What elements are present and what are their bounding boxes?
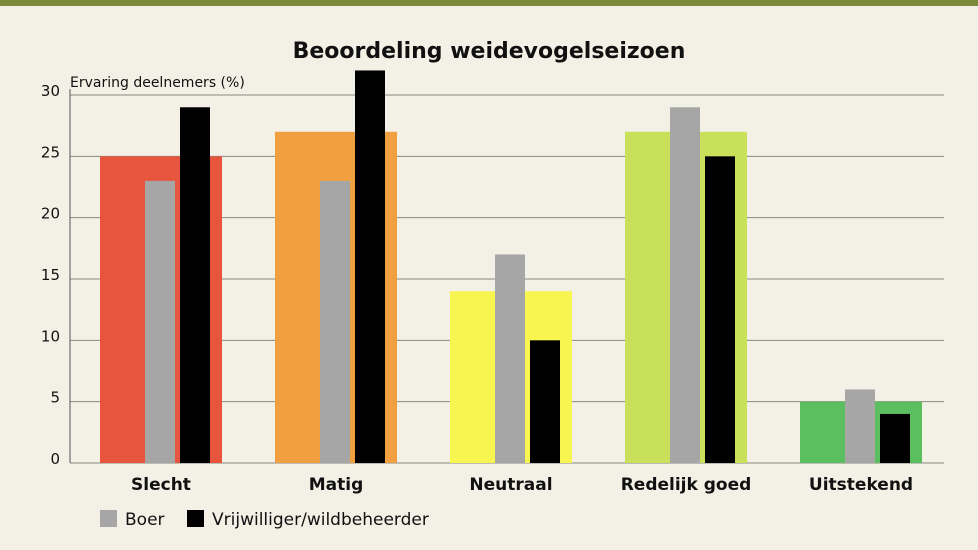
bar-boer-neutraal <box>495 254 525 463</box>
y-tick-label-10: 10 <box>41 327 60 345</box>
y-tick-label-15: 15 <box>41 266 60 284</box>
category-label-matig: Matig <box>309 475 364 495</box>
category-label-redelijk-goed: Redelijk goed <box>621 475 752 495</box>
y-tick-label-0: 0 <box>50 450 60 468</box>
legend-swatch-boer <box>100 510 117 527</box>
y-axis-ticks: 0 5 10 15 20 25 30 <box>41 82 60 468</box>
bar-vrijwilliger-wildbeheerder-slecht <box>180 107 210 464</box>
bar-boer-slecht <box>145 180 175 463</box>
bar-boer-uitstekend <box>845 389 875 463</box>
bar-vrijwilliger-wildbeheerder-neutraal <box>530 340 560 463</box>
y-tick-label-5: 5 <box>50 389 60 407</box>
bar-vrijwilliger-wildbeheerder-matig <box>355 70 385 463</box>
legend-label-boer: Boer <box>125 510 165 530</box>
category-label-slecht: Slecht <box>131 475 191 495</box>
top-accent-bar <box>0 0 978 6</box>
legend-swatch-vrijwilliger-wildbeheerder <box>187 510 204 527</box>
bar-boer-redelijk-goed <box>670 107 700 464</box>
bars <box>100 70 922 464</box>
legend: Boer Vrijwilliger/wildbeheerder <box>100 510 429 530</box>
y-tick-label-30: 30 <box>41 82 60 100</box>
y-tick-label-25: 25 <box>41 143 60 161</box>
y-axis-label: Ervaring deelnemers (%) <box>70 75 245 91</box>
bar-vrijwilliger-wildbeheerder-uitstekend <box>880 413 910 463</box>
category-label-uitstekend: Uitstekend <box>809 475 913 495</box>
y-tick-label-20: 20 <box>41 205 60 223</box>
legend-label-vrijwilliger-wildbeheerder: Vrijwilliger/wildbeheerder <box>212 510 429 530</box>
bar-vrijwilliger-wildbeheerder-redelijk-goed <box>705 156 735 464</box>
category-labels: Slecht Matig Neutraal Redelijk goed Uitsteke… <box>131 475 913 495</box>
chart-title: Beoordeling weidevogelseizoen <box>293 39 686 64</box>
bar-boer-matig <box>320 180 350 463</box>
category-label-neutraal: Neutraal <box>469 475 552 495</box>
